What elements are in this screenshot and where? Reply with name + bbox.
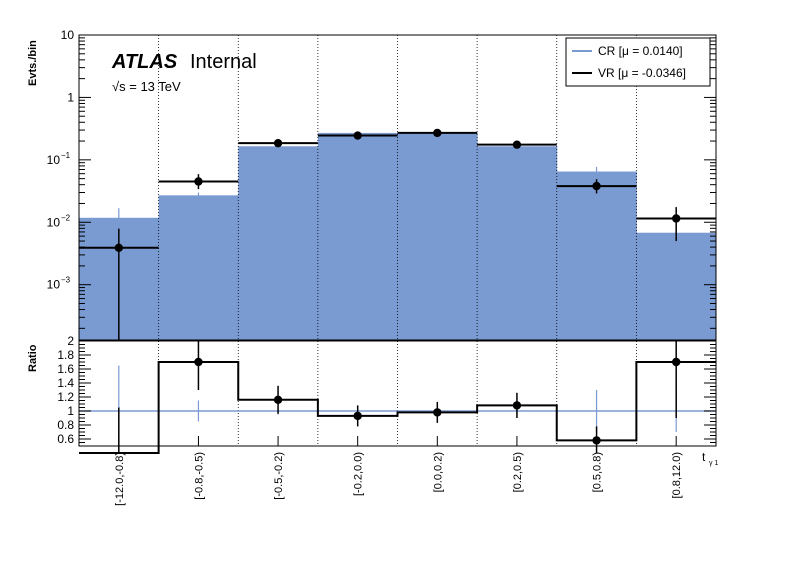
- vr-point: [194, 177, 203, 186]
- ratio-point: [671, 357, 681, 367]
- y-tick-label: 10: [47, 215, 61, 229]
- ratio-point: [433, 408, 442, 417]
- vr-point: [433, 128, 442, 138]
- x-tick-label: [-12.0,-0.8): [114, 452, 126, 506]
- ratio-ylabel: Ratio: [27, 344, 39, 372]
- x-tick-label: [-0.5,-0.2): [273, 452, 285, 500]
- vr-point: [671, 214, 681, 223]
- cr-bar: [317, 132, 398, 340]
- top-frame: [78, 34, 717, 341]
- ratio-point: [273, 395, 283, 404]
- x-tick-label: [0.2,0.5): [512, 452, 524, 492]
- x-tick-label: [-0.8,-0.5): [193, 452, 205, 500]
- ratio-tick-label: 1.6: [57, 362, 74, 376]
- ratio-tick-label: 0.6: [57, 432, 74, 446]
- cr-bar: [158, 195, 239, 340]
- x-tick-label: [0.5,0.8): [592, 452, 604, 492]
- top-ylabel: Evts./bin: [27, 40, 39, 86]
- vr-point: [512, 140, 522, 149]
- ratio-tick-label: 2: [67, 334, 74, 348]
- x-tick-label: [-0.2,0.0): [353, 452, 365, 496]
- vr-point: [353, 131, 362, 140]
- y-tick-exponent: −1: [61, 151, 71, 160]
- y-tick-label: 10: [47, 153, 61, 167]
- ratio-point: [194, 357, 203, 367]
- y-tick-exponent: −2: [61, 213, 71, 222]
- vr-point: [273, 138, 283, 148]
- y-tick-exponent: −3: [61, 276, 71, 285]
- ratio-tick-label: 1: [67, 404, 74, 418]
- y-tick-label: 1: [67, 90, 74, 104]
- legend-vr-label: VR [μ = -0.0346]: [598, 66, 686, 80]
- x-tick-label: [0.8,12.0): [671, 452, 683, 498]
- experiment-label: ATLAS: [111, 51, 178, 73]
- legend: CR [μ = 0.0140] VR [μ = -0.0346]: [565, 37, 711, 87]
- energy-label: √s = 13 TeV: [112, 79, 181, 94]
- y-tick-label: 10: [61, 28, 75, 42]
- x-axis-title-sub: γ 1: [709, 460, 718, 467]
- y-tick-label: 10: [47, 278, 61, 292]
- x-axis-title: t: [702, 450, 706, 464]
- cr-bar: [238, 146, 319, 340]
- ratio-point: [512, 401, 522, 410]
- legend-cr-label: CR [μ = 0.0140]: [598, 44, 683, 58]
- cr-bar: [397, 132, 478, 340]
- ratio-tick-label: 1.4: [57, 376, 74, 390]
- cr-bar: [556, 171, 637, 340]
- cr-bar: [636, 232, 717, 340]
- ratio-tick-label: 1.8: [57, 348, 74, 362]
- ratio-point: [353, 411, 362, 421]
- vr-point: [592, 181, 601, 191]
- x-tick-label: [0.0,0.2): [432, 452, 444, 492]
- cr-bar: [477, 146, 558, 340]
- experiment-status: Internal: [190, 51, 257, 73]
- x-axis: [-12.0,-0.8) [-0.8,-0.5) [-0.5,-0.2) [-0.2,…: [114, 436, 683, 506]
- ratio-tick-label: 1.2: [57, 390, 74, 404]
- ratio-tick-label: 0.8: [57, 418, 74, 432]
- vr-point: [114, 243, 124, 252]
- ratio-panel: 0.60.811.21.41.61.82: [57, 334, 717, 454]
